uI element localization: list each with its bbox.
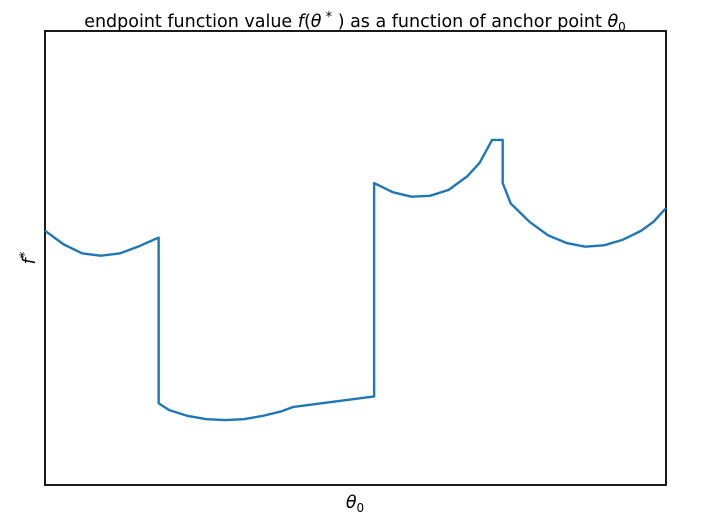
y-axis-label: f* (18, 251, 40, 264)
series-group (44, 138, 667, 422)
series-line-0 (44, 138, 667, 422)
plot-frame (44, 30, 667, 486)
x-axis-label: θ0 (346, 493, 364, 515)
chart-title: endpoint function value f(θ * ) as a fun… (84, 10, 626, 34)
